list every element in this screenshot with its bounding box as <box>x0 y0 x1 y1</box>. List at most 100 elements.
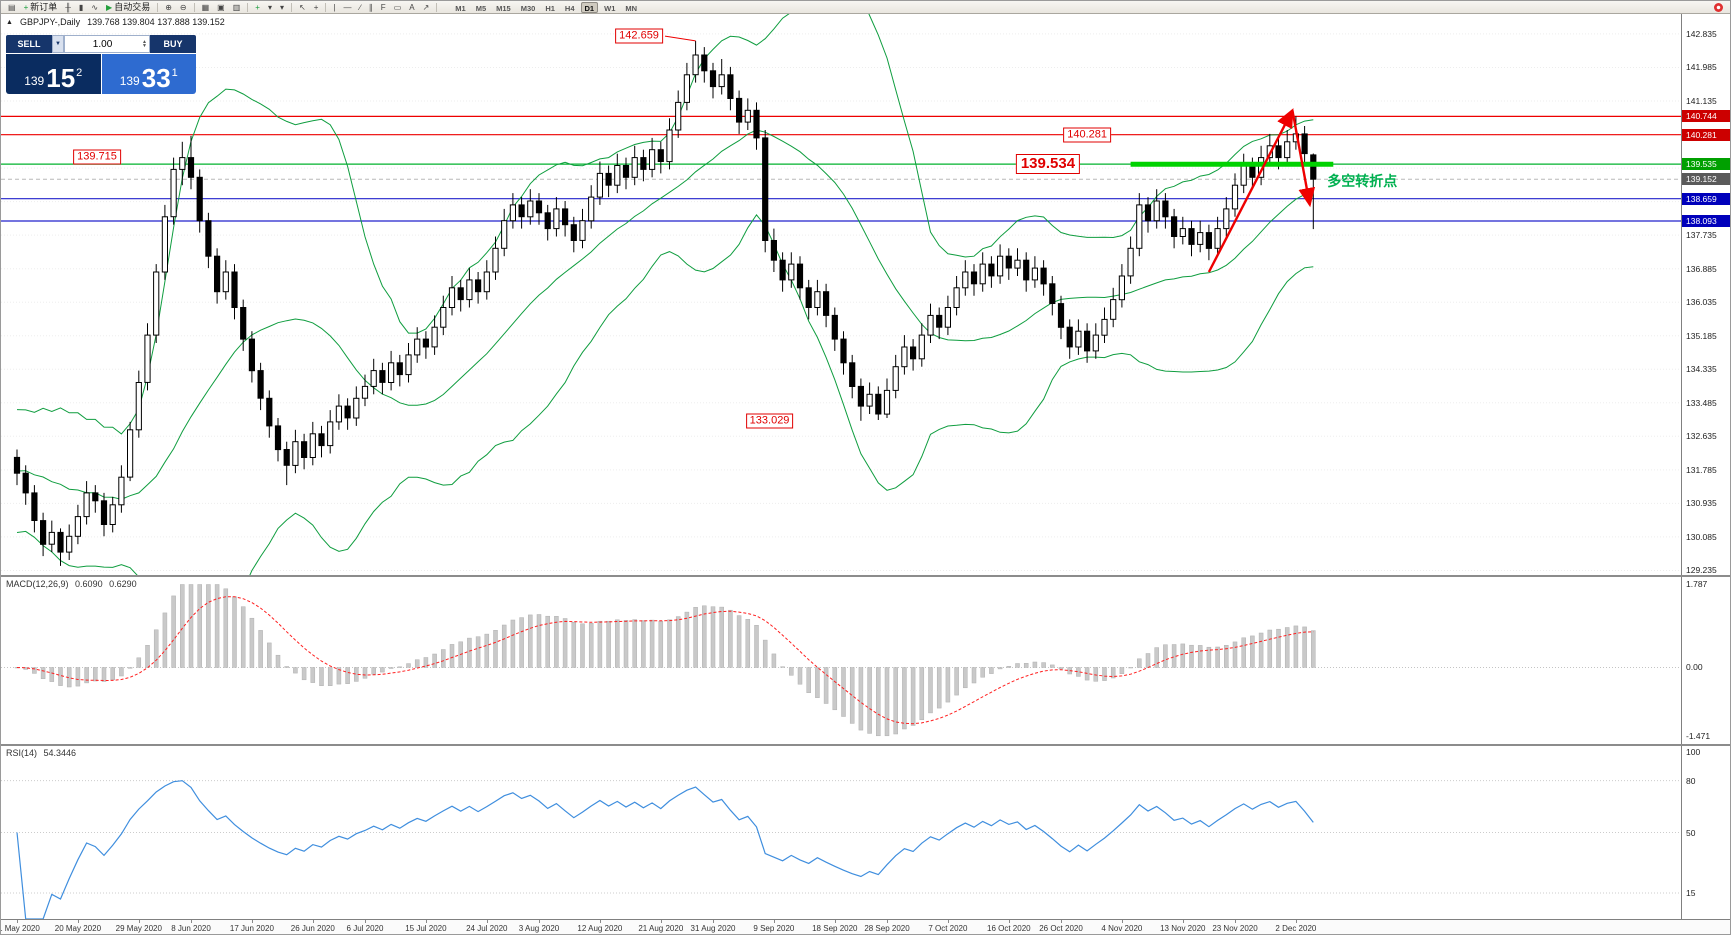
macd-panel[interactable]: MACD(12,26,9) 0.6090 0.6290 1.787 0.00 -1.… <box>1 577 1730 744</box>
date-axis[interactable]: 11 May 2020 20 May 2020 29 May 2020 8 Jun 2… <box>1 919 1730 934</box>
record-indicator-icon[interactable] <box>1714 2 1723 12</box>
timeframe-MN[interactable]: MN <box>625 3 638 13</box>
arrows-icon[interactable]: ↗ <box>420 2 433 13</box>
cursor-icon[interactable]: ↖ <box>296 2 309 13</box>
new-order-button[interactable]: + 新订单 <box>21 2 61 13</box>
date-label[interactable]: 15 Jul 2020 <box>405 924 447 933</box>
symbol-ohlc: 139.768 139.804 137.888 139.152 <box>87 17 225 27</box>
date-label[interactable]: 31 Aug 2020 <box>690 924 736 933</box>
templates-dropdown-icon[interactable]: ▾ <box>277 2 287 13</box>
date-label[interactable]: 11 May 2020 <box>1 924 40 933</box>
timeframe-M30[interactable]: M30 <box>520 3 536 13</box>
candle <box>579 220 586 241</box>
sell-button[interactable]: SELL <box>6 35 52 53</box>
timeframe-H1[interactable]: H1 <box>545 3 555 13</box>
horizontal-line-icon[interactable]: — <box>340 2 354 13</box>
rsi-canvas[interactable] <box>1 746 1681 919</box>
buy-price-main: 33 <box>141 63 171 93</box>
text-icon[interactable]: A <box>406 2 417 13</box>
horizontal-lines-layer[interactable] <box>1 115 1681 222</box>
indicators-icon[interactable]: + <box>252 2 263 13</box>
price-tick: 130.935 <box>1686 498 1717 509</box>
date-label[interactable]: 20 May 2020 <box>54 924 102 933</box>
candle <box>187 157 195 178</box>
arrange-windows-icon[interactable]: ▥ <box>230 2 244 13</box>
timeframe-W1[interactable]: W1 <box>604 3 616 13</box>
candle <box>622 165 630 178</box>
price-tick: 131.785 <box>1686 464 1717 475</box>
chart-window-icon[interactable]: ▤ <box>5 2 19 13</box>
date-label[interactable]: 4 Nov 2020 <box>1101 924 1143 933</box>
zoom-in-icon[interactable]: ⊕ <box>162 2 175 13</box>
date-label[interactable]: 13 Nov 2020 <box>1160 924 1206 933</box>
date-label[interactable]: 28 Sep 2020 <box>864 924 910 933</box>
tile-windows-icon[interactable]: ▦ <box>199 2 213 13</box>
chart-bars-icon[interactable]: ╫ <box>62 2 74 13</box>
date-label[interactable]: 23 Nov 2020 <box>1212 924 1258 933</box>
buy-button[interactable]: BUY <box>150 35 196 53</box>
candle <box>770 240 777 261</box>
macd-scale[interactable]: 1.787 0.00 -1.471 <box>1681 577 1730 744</box>
candles-layer <box>13 40 1317 566</box>
date-label[interactable]: 29 May 2020 <box>115 924 162 933</box>
candle <box>883 389 891 415</box>
main-chart-panel[interactable]: 142.659 139.715 140.281 139.534 133.029 多空转折点… <box>1 14 1730 575</box>
candle <box>1214 228 1221 249</box>
candle <box>22 472 29 494</box>
zoom-out-icon[interactable]: ⊖ <box>177 2 190 13</box>
date-label[interactable]: 26 Jun 2020 <box>290 924 335 933</box>
candle <box>1144 204 1152 222</box>
timeframe-M1[interactable]: M1 <box>455 3 466 13</box>
channel-icon[interactable]: ∥ <box>366 2 376 13</box>
date-label[interactable]: 9 Sep 2020 <box>753 924 795 933</box>
chart-line-icon[interactable]: ∿ <box>88 2 101 13</box>
volume-field[interactable]: ▲▼ <box>64 35 150 53</box>
timeframe-H4[interactable]: H4 <box>564 3 575 13</box>
vertical-line-icon[interactable]: | <box>330 2 338 13</box>
autotrading-button[interactable]: ▶ 自动交易 <box>103 2 153 13</box>
sell-dropdown-icon[interactable]: ▼ <box>52 35 64 53</box>
volume-input[interactable] <box>65 38 141 50</box>
chart-line-icon: ∿ <box>91 2 99 12</box>
date-label[interactable]: 21 Aug 2020 <box>638 924 684 933</box>
date-label[interactable]: 24 Jul 2020 <box>466 924 508 933</box>
chart-candles-icon[interactable]: ▮ <box>76 2 86 13</box>
panel-separator[interactable] <box>1 744 1730 746</box>
autotrading-button: ▶ <box>106 2 113 12</box>
rsi-panel[interactable]: RSI(14) 54.3446 100 80 50 15 <box>1 746 1730 919</box>
toolbar-separator <box>193 2 195 12</box>
trend-arrows-layer[interactable] <box>1207 108 1316 273</box>
price-scale[interactable]: 142.835 141.985 141.135 137.735 136.885 136.0… <box>1681 14 1730 575</box>
crosshair-icon[interactable]: + <box>311 2 322 13</box>
shapes-icon[interactable]: ▭ <box>391 2 405 13</box>
date-label[interactable]: 7 Oct 2020 <box>928 924 968 933</box>
candle <box>1136 204 1143 249</box>
trendline-icon[interactable]: ∕ <box>356 2 363 13</box>
panel-separator[interactable] <box>1 575 1730 577</box>
rsi-scale[interactable]: 100 80 50 15 <box>1681 746 1730 919</box>
chart-window-icon: ▤ <box>8 2 16 12</box>
timeframe-D1[interactable]: D1 <box>580 1 599 13</box>
timeframe-M15[interactable]: M15 <box>496 3 511 13</box>
sell-price-button[interactable]: 139 15 2 <box>6 54 101 94</box>
timeframe-M5[interactable]: M5 <box>475 3 487 13</box>
date-label[interactable]: 12 Aug 2020 <box>577 924 623 933</box>
cascade-windows-icon[interactable]: ▣ <box>214 2 228 13</box>
date-label[interactable]: 2 Dec 2020 <box>1275 924 1317 933</box>
date-label[interactable]: 3 Aug 2020 <box>518 924 560 933</box>
date-label[interactable]: 16 Oct 2020 <box>987 924 1031 933</box>
candle <box>718 74 725 88</box>
buy-price-button[interactable]: 139 33 1 <box>101 54 196 94</box>
date-label[interactable]: 18 Sep 2020 <box>812 924 858 933</box>
price-chart-canvas[interactable] <box>1 14 1681 575</box>
date-label[interactable]: 17 Jun 2020 <box>229 924 274 933</box>
date-label[interactable]: 26 Oct 2020 <box>1039 924 1083 933</box>
macd-canvas[interactable] <box>1 577 1681 744</box>
timeframes-dropdown-icon[interactable]: ▾ <box>265 2 275 13</box>
date-label[interactable]: 8 Jun 2020 <box>171 924 211 933</box>
price-badge: 139.152 <box>1682 173 1730 186</box>
candle <box>1040 267 1047 285</box>
fibonacci-icon[interactable]: F <box>378 2 389 13</box>
date-label[interactable]: 6 Jul 2020 <box>346 924 384 933</box>
volume-stepper[interactable]: ▲ ▼ <box>142 39 147 49</box>
